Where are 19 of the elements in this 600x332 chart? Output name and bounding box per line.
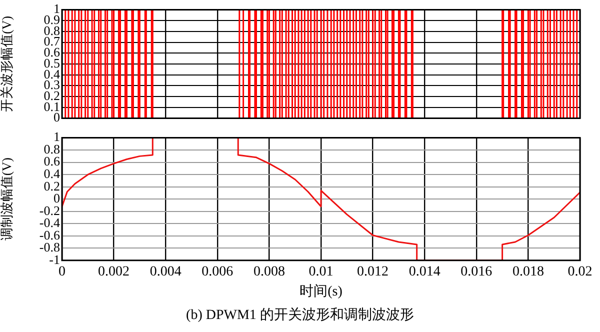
x-tick-label: 0.014 bbox=[408, 264, 440, 280]
y-tick-label: 0 bbox=[54, 110, 60, 125]
x-tick-label: 0.01 bbox=[308, 264, 334, 280]
x-tick-label: 0.002 bbox=[98, 264, 130, 280]
x-tick-label: 0.006 bbox=[202, 264, 234, 280]
x-tick-label: 0.02 bbox=[568, 264, 592, 280]
x-tick-label: 0.016 bbox=[460, 264, 492, 280]
x-tick-label: 0.018 bbox=[512, 264, 544, 280]
text: (b) DPWM1 的开关波形和调制波波形 bbox=[185, 306, 415, 324]
x-tick-label: 0.008 bbox=[253, 264, 285, 280]
x-axis-title: 时间(s) bbox=[300, 283, 343, 300]
x-tick-label: 0.004 bbox=[150, 264, 182, 280]
y-axis-title: 开关波形幅值(V) bbox=[0, 16, 14, 112]
y-tick-label: 0.6 bbox=[44, 154, 60, 169]
x-tick-label: 0.012 bbox=[357, 264, 389, 280]
y-axis-title: 调制波幅值(V) bbox=[0, 158, 14, 241]
y-tick-label: 0.4 bbox=[44, 166, 60, 181]
y-tick-label: 0.6 bbox=[44, 44, 60, 60]
y-tick-label: 0.2 bbox=[44, 178, 60, 194]
